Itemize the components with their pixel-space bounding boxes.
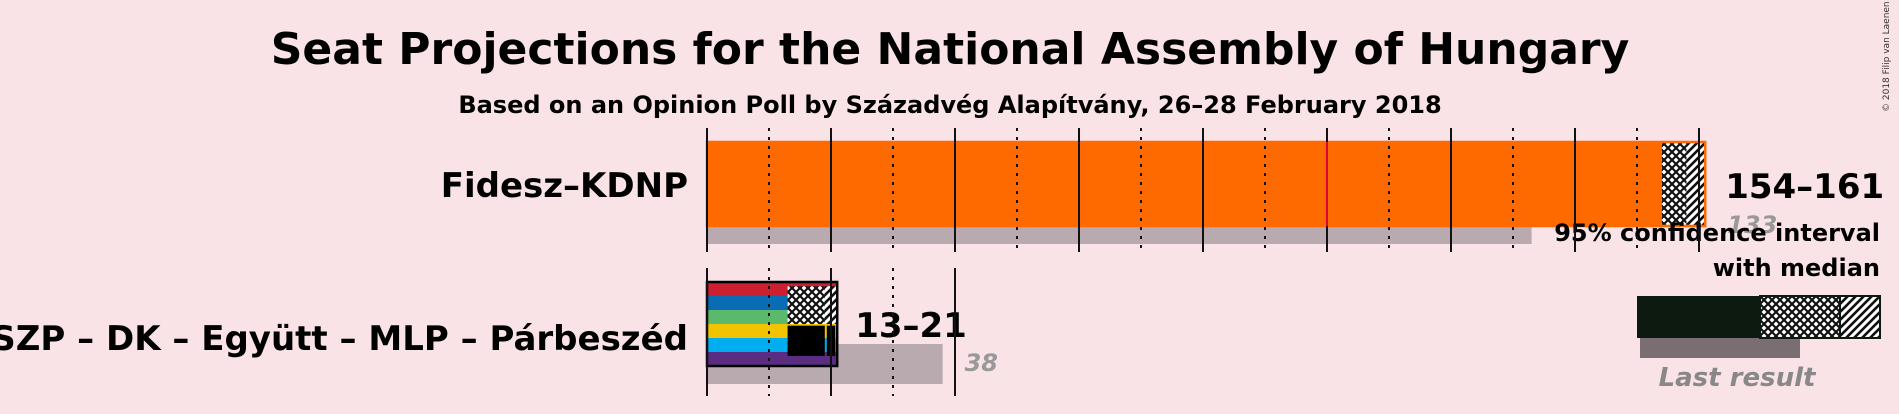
legend: 95% confidence interval with median Last… — [1554, 219, 1881, 393]
seat-range-label: 13–21 — [855, 306, 967, 346]
bars-layer — [705, 140, 1707, 384]
labels-layer: Fidesz–KDNP 154–161 133 MSZP – DK – Együtt … — [0, 166, 1884, 377]
legend-last-result-label: Last result — [1659, 363, 1817, 393]
legend-solid-bar — [1637, 296, 1760, 338]
projection-bar-group — [705, 280, 839, 368]
copyright-text: © 2018 Filip van Laenen — [1882, 1, 1892, 112]
legend-diagonal-bar — [1839, 295, 1881, 339]
legend-ci-label-line1: 95% confidence interval — [1554, 219, 1880, 247]
projection-bar-ci-lower — [787, 286, 825, 324]
grid-lines — [706, 128, 1700, 396]
last-result-bar — [707, 226, 1532, 244]
party-label: Fidesz–KDNP — [441, 166, 688, 206]
last-result-value: 133 — [1727, 211, 1777, 239]
legend-last-result-bar — [1640, 338, 1800, 358]
last-result-value: 38 — [965, 349, 998, 377]
party-label: MSZP – DK – Együtt – MLP – Párbeszéd — [0, 319, 688, 359]
projection-bar-ci-lower — [1661, 142, 1687, 226]
legend-crosshatch-bar — [1759, 295, 1841, 339]
chart-subtitle: Based on an Opinion Poll by Századvég Al… — [458, 91, 1441, 119]
seat-range-label: 154–161 — [1725, 167, 1884, 207]
projection-bar-group — [705, 140, 1707, 228]
legend-ci-label-line2: with median — [1713, 254, 1880, 282]
projection-bar-ci-upper — [1686, 142, 1706, 226]
coalition-lower-marker — [787, 325, 825, 356]
chart-title: Seat Projections for the National Assemb… — [271, 24, 1630, 75]
projection-bar-solid — [707, 142, 1662, 226]
